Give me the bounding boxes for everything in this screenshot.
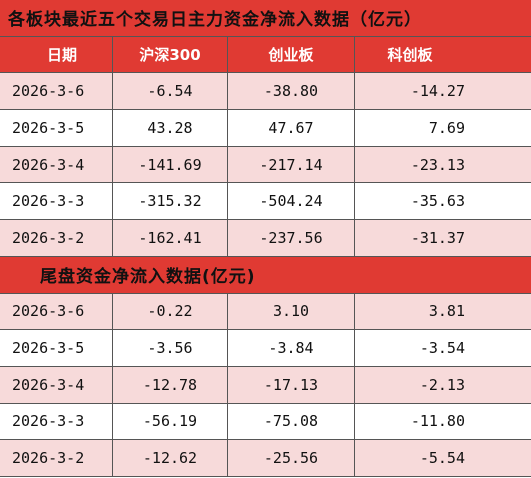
date-cell: 2026-3-4: [0, 366, 113, 403]
value-cell: -504.24: [228, 183, 355, 220]
header-cell: 沪深300: [113, 36, 228, 73]
value-cell: -25.56: [228, 440, 355, 476]
value-cell: -2.13: [419, 375, 465, 394]
data-row: 2026-3-5 -3.56 -3.84 -3.54: [0, 330, 531, 367]
data-row: 2026-3-5 43.28 47.67 7.69: [0, 110, 531, 147]
value-cell: -3.84: [228, 330, 355, 366]
value-cell: -6.54: [113, 73, 228, 110]
value-cell: -0.22: [113, 293, 228, 330]
date-cell: 2026-3-6: [0, 293, 113, 330]
data-row: 2026-3-6 -0.22 3.10 3.81: [0, 293, 531, 331]
value-cell: -31.37: [410, 228, 465, 247]
value-cell: 3.81: [428, 302, 465, 321]
value-cell: -38.80: [228, 73, 355, 110]
value-cell: -56.19: [113, 403, 228, 440]
value-cell: -141.69: [113, 146, 228, 183]
data-row: 2026-3-4 -12.78 -17.13 -2.13: [0, 366, 531, 404]
date-cell: 2026-3-6: [0, 73, 113, 110]
value-cell: -217.14: [228, 146, 355, 183]
data-row: 2026-3-2 -162.41 -237.56 -31.37: [0, 220, 531, 257]
value-cell: 3.10: [228, 293, 355, 330]
section-title: 尾盘资金净流入数据(亿元): [0, 256, 531, 294]
header-cell: 科创板: [387, 46, 433, 65]
date-cell: 2026-3-5: [0, 110, 113, 146]
header-cell: 创业板: [228, 36, 355, 73]
date-cell: 2026-3-3: [0, 183, 113, 220]
date-cell: 2026-3-5: [0, 330, 113, 366]
value-cell: -162.41: [113, 220, 228, 256]
date-cell: 2026-3-2: [0, 220, 113, 256]
value-cell: -3.56: [113, 330, 228, 366]
header-cell: 日期: [0, 36, 113, 73]
date-cell: 2026-3-2: [0, 440, 113, 476]
value-cell: -35.63: [410, 192, 465, 211]
value-cell: 7.69: [428, 118, 465, 137]
value-cell: -12.62: [113, 440, 228, 476]
value-cell: -5.54: [419, 449, 465, 468]
value-cell: -237.56: [228, 220, 355, 256]
value-cell: -315.32: [113, 183, 228, 220]
value-cell: -17.13: [228, 366, 355, 403]
header-row: 日期 沪深300 创业板 科创板: [0, 36, 531, 74]
date-cell: 2026-3-4: [0, 146, 113, 183]
data-row: 2026-3-3 -315.32 -504.24 -35.63: [0, 183, 531, 221]
data-row: 2026-3-3 -56.19 -75.08 -11.80: [0, 403, 531, 441]
value-cell: -3.54: [419, 339, 465, 358]
data-row: 2026-3-4 -141.69 -217.14 -23.13: [0, 146, 531, 184]
value-cell: -12.78: [113, 366, 228, 403]
value-cell: -75.08: [228, 403, 355, 440]
value-cell: 47.67: [228, 110, 355, 146]
data-row: 2026-3-6 -6.54 -38.80 -14.27: [0, 73, 531, 111]
date-cell: 2026-3-3: [0, 403, 113, 440]
value-cell: 43.28: [113, 110, 228, 146]
data-row: 2026-3-2 -12.62 -25.56 -5.54: [0, 440, 531, 477]
value-cell: -23.13: [410, 155, 465, 174]
value-cell: -11.80: [410, 412, 465, 431]
value-cell: -14.27: [410, 82, 465, 101]
table-title: 各板块最近五个交易日主力资金净流入数据（亿元）: [0, 0, 531, 37]
